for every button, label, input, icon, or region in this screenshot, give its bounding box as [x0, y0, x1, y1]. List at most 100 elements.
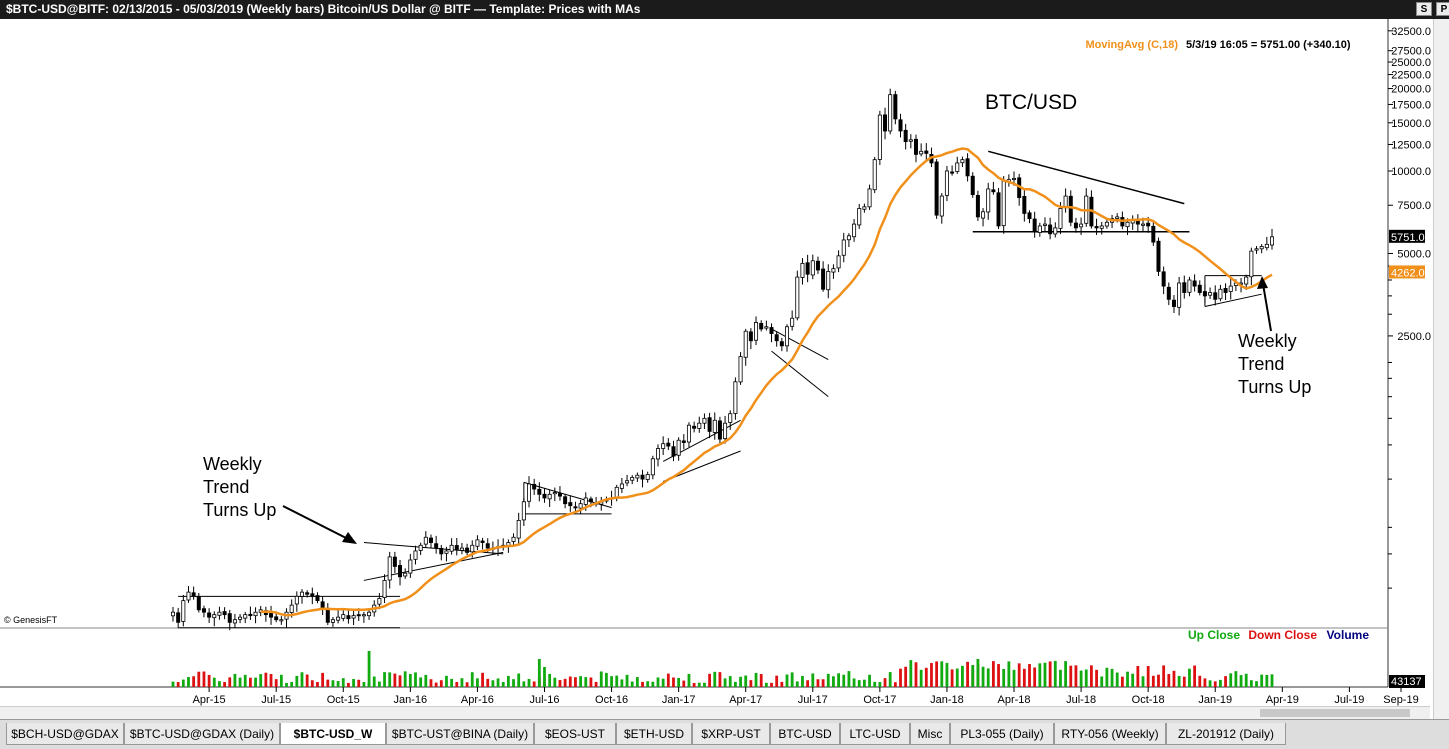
moving-average-line: [260, 147, 1273, 617]
candle-body: [568, 502, 573, 507]
volume-bar: [1141, 676, 1145, 687]
candle-body: [831, 268, 836, 273]
candle-body: [712, 419, 717, 433]
volume-bar: [1048, 661, 1052, 687]
candle-body: [382, 580, 387, 598]
candle-body: [774, 334, 779, 342]
tab-misc[interactable]: Misc: [910, 723, 950, 745]
candle-body: [485, 543, 490, 549]
volume-bar: [1120, 676, 1124, 687]
candle-body: [459, 547, 464, 551]
volume-bar: [599, 671, 603, 687]
volume-bar: [336, 681, 340, 687]
candle-body: [1208, 292, 1213, 296]
volume-bar: [1110, 668, 1114, 687]
candle-body: [398, 565, 403, 578]
volume-bar: [1064, 661, 1068, 687]
tab-btc-ust-bina-daily[interactable]: $BTC-UST@BINA (Daily): [386, 723, 534, 745]
candle-body: [1254, 248, 1259, 251]
x-tick-label: Apr-17: [729, 694, 762, 706]
volume-bar: [801, 676, 804, 687]
volume-bar: [398, 675, 402, 687]
candle-body: [1042, 223, 1047, 226]
volume-bar: [295, 675, 299, 687]
candle-body: [279, 619, 284, 622]
volume-bar: [935, 661, 939, 687]
tab-btc-usd[interactable]: BTC-USD: [770, 723, 840, 745]
legend-volume: Volume: [1327, 628, 1370, 642]
candle-body: [619, 483, 624, 489]
candle-body: [784, 326, 789, 347]
volume-bar: [630, 681, 634, 687]
volume-bar: [930, 663, 933, 687]
annotation-left: Weekly Trend Turns Up: [203, 454, 276, 520]
volume-bar: [697, 682, 701, 687]
candle-body: [1079, 223, 1084, 228]
volume-bar: [857, 680, 861, 687]
candle-body: [1213, 292, 1218, 300]
candle-body: [1099, 225, 1104, 229]
candle-body: [743, 330, 748, 358]
tab-rty-056-weekly[interactable]: RTY-056 (Weekly): [1054, 723, 1166, 745]
candle-body: [552, 492, 557, 495]
volume-bar: [460, 678, 464, 687]
candle-body: [274, 616, 279, 621]
tab-eos-ust[interactable]: $EOS-UST: [534, 723, 616, 745]
volume-bar: [940, 661, 944, 687]
candle-body: [527, 483, 532, 502]
volume-bar: [770, 682, 773, 687]
tab-zl-201912-daily[interactable]: ZL-201912 (Daily): [1166, 723, 1286, 745]
candle-body: [686, 424, 691, 443]
candle-body: [1223, 288, 1228, 293]
x-tick-label: Jan-17: [662, 694, 696, 706]
tab-pl3-055-daily[interactable]: PL3-055 (Daily): [950, 723, 1054, 745]
s-button[interactable]: S: [1416, 2, 1432, 16]
tab-xrp-ust[interactable]: $XRP-UST: [692, 723, 770, 745]
volume-bar: [388, 672, 392, 687]
candle-body: [986, 188, 991, 213]
volume-bar: [372, 676, 376, 687]
tab-eth-usd[interactable]: $ETH-USD: [616, 723, 692, 745]
tab-btc-usd-gdax-daily[interactable]: $BTC-USD@GDAX (Daily): [124, 723, 280, 745]
volume-bar: [496, 678, 500, 687]
volume-bar: [909, 660, 913, 687]
credit: © GenesisFT: [4, 615, 58, 625]
candle-body: [981, 211, 986, 219]
y-tick-label: 17500.0: [1391, 99, 1431, 111]
x-tick-label: Apr-18: [998, 694, 1031, 706]
candle-body: [1115, 216, 1120, 219]
x-tick-label: Apr-15: [193, 694, 226, 706]
tab-btc-usd-w[interactable]: $BTC-USD_W: [280, 723, 386, 745]
vertical-scrollbar[interactable]: [1433, 19, 1449, 719]
volume-bar: [1270, 674, 1274, 687]
volume-bar: [1224, 676, 1227, 687]
tab-bch-usd-gdax[interactable]: $BCH-USD@GDAX: [6, 723, 124, 745]
candle-body: [346, 615, 351, 620]
volume-bar: [362, 682, 366, 687]
volume-bar: [739, 676, 742, 687]
candle-body: [913, 138, 918, 155]
tab-ltc-usd[interactable]: LTC-USD: [840, 723, 910, 745]
candle-body: [676, 439, 681, 456]
candle-body: [614, 486, 619, 498]
volume-bar: [635, 677, 639, 687]
volume-bar: [955, 668, 959, 687]
volume-bar: [403, 671, 407, 687]
volume-bar: [1188, 668, 1191, 687]
volume-bar: [1213, 681, 1217, 687]
volume-bar: [512, 679, 515, 687]
candle-body: [1166, 286, 1171, 300]
candle-body: [377, 598, 382, 605]
p-button[interactable]: P: [1436, 2, 1449, 16]
candle-body: [697, 422, 702, 429]
candle-body: [862, 206, 867, 210]
scrollbar-thumb[interactable]: [1260, 709, 1410, 717]
volume-bar: [202, 671, 206, 687]
candle-body: [201, 608, 206, 613]
horizontal-scrollbar[interactable]: [0, 706, 1430, 720]
candle-body: [1270, 236, 1275, 246]
volume-bar: [826, 673, 830, 687]
volume-bar: [816, 679, 820, 687]
volume-bar: [837, 673, 840, 687]
